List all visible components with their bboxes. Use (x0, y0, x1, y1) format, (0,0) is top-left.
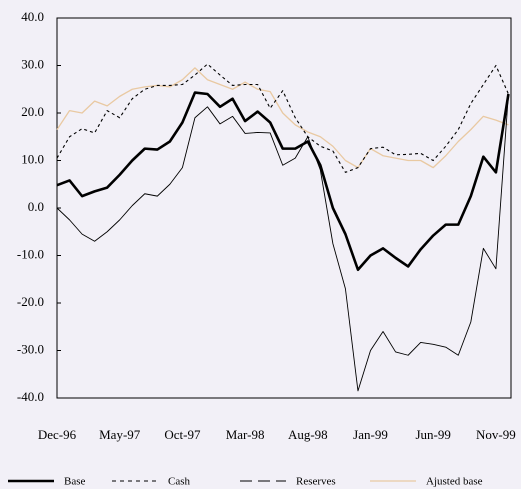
y-tick-label: 0.0 (28, 199, 44, 214)
y-tick-label: 10.0 (21, 151, 44, 166)
y-tick-label: -20.0 (17, 294, 44, 309)
series-line (56, 67, 509, 169)
series-line (56, 91, 510, 272)
y-tick-label: 30.0 (21, 56, 44, 71)
y-tick-label: -40.0 (17, 389, 44, 404)
x-tick-label: May-97 (99, 427, 141, 442)
legend-label: Ajusted base (426, 476, 483, 488)
y-tick-label: -10.0 (17, 246, 44, 261)
x-tick-label: Oct-97 (164, 427, 201, 442)
plot-frame (56, 17, 512, 399)
x-tick-label: Aug-98 (288, 427, 328, 442)
x-tick-label: Dec-96 (38, 427, 77, 442)
y-tick-label: 20.0 (21, 104, 44, 119)
x-tick-label: Nov-99 (476, 427, 516, 442)
legend-label: Cash (168, 476, 191, 488)
legend-label: Reserves (296, 476, 336, 488)
x-tick-label: Jan-99 (353, 427, 388, 442)
y-tick-label: -30.0 (17, 341, 44, 356)
x-tick-label: Jun-99 (416, 427, 451, 442)
series-line (56, 63, 509, 173)
y-tick-label: 40.0 (21, 9, 44, 24)
series-line (56, 93, 509, 392)
x-tick-label: Mar-98 (226, 427, 265, 442)
legend-label: Base (64, 476, 86, 488)
